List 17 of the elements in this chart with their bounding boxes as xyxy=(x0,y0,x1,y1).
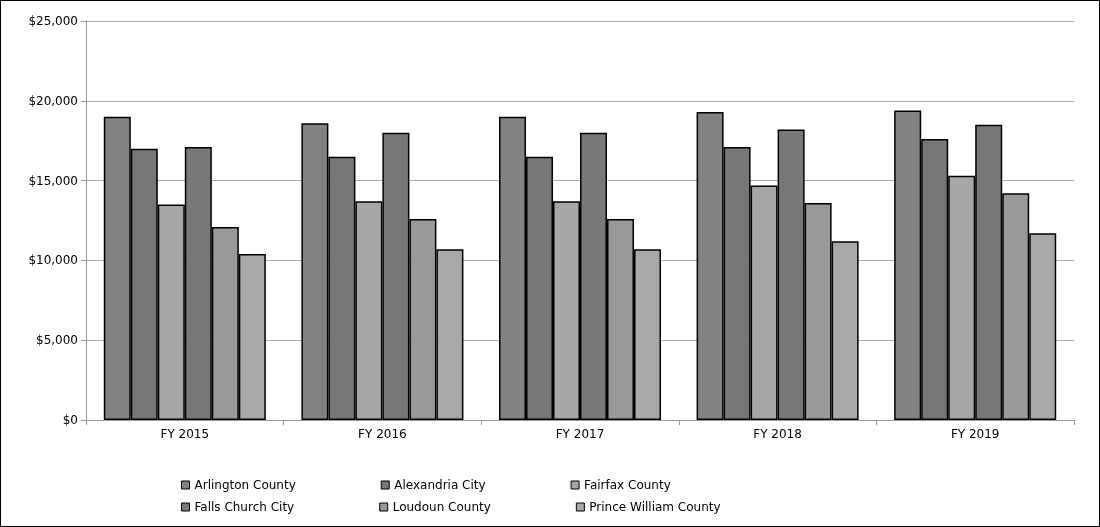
y-tick-label: $10,000 xyxy=(28,253,78,268)
legend-label: Prince William County xyxy=(589,500,721,514)
legend-label: Loudoun County xyxy=(392,500,491,514)
y-tick-label: $0 xyxy=(62,413,78,427)
x-tick-label: FY 2018 xyxy=(753,427,802,441)
y-tick-label: $20,000 xyxy=(28,93,78,108)
y-tick-label: $5,000 xyxy=(36,333,78,348)
legend-label: Falls Church City xyxy=(194,500,295,514)
x-tick-label: FY 2017 xyxy=(555,427,605,441)
x-tick-label: FY 2016 xyxy=(358,427,407,441)
x-tick-label: FY 2015 xyxy=(160,427,210,441)
legend-label: Fairfax County xyxy=(584,478,671,492)
y-tick-label: $25,000 xyxy=(28,14,78,28)
x-tick-label: FY 2019 xyxy=(950,427,1000,441)
legend-label: Alexandria City xyxy=(394,478,486,492)
legend-label: Arlington County xyxy=(194,478,296,492)
y-tick-label: $15,000 xyxy=(28,173,78,188)
